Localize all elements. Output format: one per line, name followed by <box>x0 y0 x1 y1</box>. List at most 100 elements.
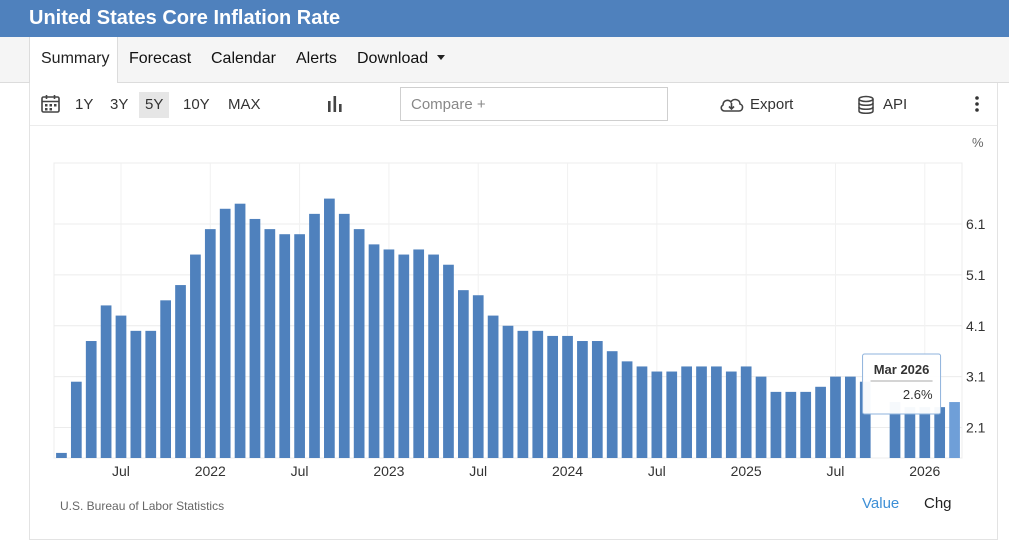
x-tick-label: 2022 <box>195 463 226 479</box>
bar[interactable] <box>577 341 588 458</box>
bar[interactable] <box>770 391 782 458</box>
bar[interactable] <box>904 407 916 458</box>
bar[interactable] <box>234 203 246 458</box>
bar[interactable] <box>502 325 514 458</box>
tab-download-label: Download <box>357 50 429 67</box>
x-tick-label: Jul <box>291 463 309 479</box>
bar[interactable] <box>368 244 380 458</box>
y-tick-label: 5.1 <box>966 267 986 283</box>
bar[interactable] <box>681 366 692 458</box>
tooltip-value: 2.6% <box>903 387 933 402</box>
bar[interactable] <box>353 229 365 458</box>
api-button[interactable]: API <box>856 92 907 118</box>
bar[interactable] <box>845 376 856 458</box>
bar[interactable] <box>815 386 826 458</box>
bar[interactable] <box>219 208 231 458</box>
bar[interactable] <box>324 198 335 458</box>
bar[interactable] <box>621 361 633 458</box>
bar[interactable] <box>711 366 722 458</box>
bar[interactable] <box>889 402 901 458</box>
tab-alerts[interactable]: Alerts <box>296 50 337 67</box>
range-5y-button[interactable]: 5Y <box>139 92 170 118</box>
caret-down-icon <box>437 55 446 61</box>
value-toggle[interactable]: Value <box>862 495 900 512</box>
x-tick-label: 2023 <box>373 463 404 479</box>
chg-toggle[interactable]: Chg <box>924 495 952 512</box>
bar[interactable] <box>785 391 797 458</box>
tooltip-date: Mar 2026 <box>874 362 930 377</box>
bar[interactable] <box>830 376 841 458</box>
tooltip-box <box>862 353 942 415</box>
bar[interactable] <box>398 254 410 458</box>
tab-download[interactable]: Download <box>357 37 446 83</box>
bar[interactable] <box>740 366 752 458</box>
x-tick-label: 2026 <box>909 463 940 479</box>
more-options-icon[interactable] <box>974 94 980 120</box>
calendar-icon[interactable] <box>40 94 62 120</box>
bar[interactable] <box>696 366 707 458</box>
bar[interactable] <box>130 330 142 458</box>
bar[interactable] <box>190 254 201 458</box>
bar[interactable] <box>85 341 97 458</box>
x-tick-label: Jul <box>469 463 487 479</box>
bar[interactable] <box>294 234 305 458</box>
bar[interactable] <box>487 315 499 458</box>
bar[interactable] <box>70 381 82 458</box>
bar[interactable] <box>56 452 67 458</box>
source-label: U.S. Bureau of Labor Statistics <box>60 499 225 513</box>
bar[interactable] <box>547 335 559 458</box>
export-label: Export <box>750 96 794 113</box>
bar[interactable] <box>606 351 618 458</box>
bar[interactable] <box>204 229 216 458</box>
range-max-button[interactable]: MAX <box>228 96 261 113</box>
bar[interactable] <box>755 376 767 458</box>
bar[interactable] <box>859 381 871 458</box>
y-tick-label: 2.1 <box>966 419 986 435</box>
chart-panel: 1Y 3Y 5Y 10Y MAX Export <box>29 83 998 540</box>
unit-label: % <box>972 135 984 150</box>
bar[interactable] <box>145 330 157 458</box>
export-button[interactable]: Export <box>719 92 793 118</box>
bar[interactable] <box>160 300 171 458</box>
bar[interactable] <box>115 315 127 458</box>
chart-type-icon[interactable] <box>326 94 344 120</box>
tab-calendar[interactable]: Calendar <box>211 50 276 67</box>
bar[interactable] <box>383 249 395 458</box>
bar[interactable] <box>175 285 186 458</box>
bar[interactable] <box>949 402 960 458</box>
bar[interactable] <box>666 371 678 458</box>
range-10y-button[interactable]: 10Y <box>183 96 210 113</box>
y-tick-label: 6.1 <box>966 216 986 232</box>
bar[interactable] <box>338 213 350 458</box>
bar[interactable] <box>309 213 320 458</box>
y-tick-label: 3.1 <box>966 369 986 385</box>
bar[interactable] <box>562 335 573 458</box>
bar[interactable] <box>100 305 112 458</box>
page-title: United States Core Inflation Rate <box>29 7 341 29</box>
bar[interactable] <box>443 264 454 458</box>
chart-toolbar: 1Y 3Y 5Y 10Y MAX Export <box>30 83 997 126</box>
compare-input[interactable] <box>400 87 668 121</box>
bar[interactable] <box>457 290 469 458</box>
bar[interactable] <box>591 341 603 458</box>
bar[interactable] <box>800 391 812 458</box>
bar[interactable] <box>919 407 931 458</box>
bar[interactable] <box>934 407 946 458</box>
bar[interactable] <box>517 330 529 458</box>
tab-summary[interactable]: Summary <box>29 37 118 84</box>
bar[interactable] <box>532 330 544 458</box>
api-label: API <box>883 96 908 113</box>
range-1y-button[interactable]: 1Y <box>75 96 94 113</box>
title-bar: United States Core Inflation Rate <box>0 0 1009 37</box>
bar[interactable] <box>428 254 439 458</box>
bar[interactable] <box>472 295 484 458</box>
range-3y-button[interactable]: 3Y <box>110 96 129 113</box>
tab-forecast[interactable]: Forecast <box>129 50 192 67</box>
bar[interactable] <box>264 229 276 458</box>
bar[interactable] <box>651 371 663 458</box>
bar[interactable] <box>249 218 261 458</box>
bar[interactable] <box>725 371 737 458</box>
bar[interactable] <box>279 234 291 458</box>
bar[interactable] <box>413 249 425 458</box>
bar[interactable] <box>636 366 648 458</box>
